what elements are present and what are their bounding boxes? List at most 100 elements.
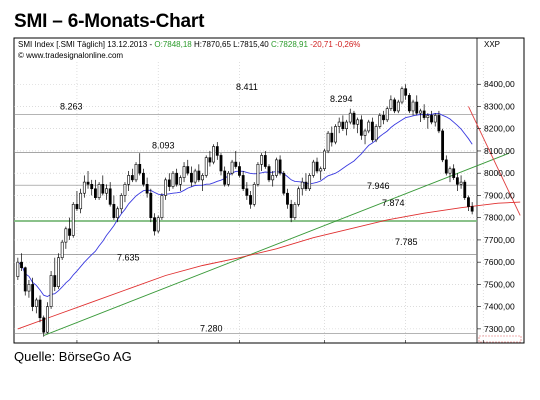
candle-body (459, 181, 463, 185)
candle-body (145, 184, 149, 194)
candle-body (341, 121, 345, 130)
candle-body (245, 188, 249, 196)
candle-body (119, 195, 123, 210)
candle-body (75, 204, 79, 210)
candles (16, 84, 474, 337)
candle-body (396, 101, 400, 112)
candle-body (444, 159, 448, 174)
annotations: 8.411 8.263 8.294 8.093 7.946 7.874 7.785 7.635… (60, 82, 418, 334)
candle-body (219, 155, 223, 172)
candle-body (422, 110, 426, 118)
candle-body (226, 172, 230, 185)
candle-body (71, 204, 75, 236)
candle-body (470, 206, 474, 212)
candle-body (208, 157, 212, 163)
candle-body (359, 119, 363, 136)
candle-body (260, 155, 264, 165)
candle-body (53, 275, 57, 287)
candle-body (79, 192, 83, 210)
candle-body (437, 115, 441, 132)
candle-body (385, 108, 389, 121)
candle-body (448, 168, 452, 174)
candle-body (352, 112, 356, 125)
candle-body (407, 95, 411, 112)
annotation-7635: 7.635 (117, 252, 140, 262)
candle-body (171, 172, 175, 187)
candle-body (42, 317, 46, 333)
candle-body (319, 168, 323, 172)
candle-body (178, 177, 182, 185)
candle-body (116, 208, 119, 218)
candle-body (190, 172, 193, 183)
candle-body (345, 121, 348, 130)
candle-body (23, 267, 27, 292)
candle-body (374, 126, 378, 141)
candle-body (127, 175, 131, 185)
candle-body (212, 146, 216, 163)
chart-frame (13, 37, 525, 344)
candle-body (282, 172, 286, 194)
candle-body (289, 204, 293, 218)
candle-body (238, 166, 241, 176)
header-index: SMI Index [.SMI Täglich] 13.12.2013 - O:… (18, 40, 360, 49)
candle-body (27, 284, 31, 292)
candle-body (441, 130, 445, 161)
ytick-label-8200: 8200,00 (484, 124, 515, 134)
candle-body (348, 112, 352, 123)
header-website: © www.tradesignalonline.com (18, 51, 123, 60)
trendline-0 (43, 152, 510, 336)
candle-body (90, 184, 94, 190)
candle-body (334, 126, 337, 143)
currency-label: XXP (484, 40, 500, 49)
candle-body (186, 166, 190, 174)
candle-body (308, 175, 312, 190)
candle-body (315, 161, 319, 172)
candle-body (274, 159, 278, 176)
annotation-8411: 8.411 (236, 82, 258, 92)
candle-body (108, 188, 112, 205)
ytick-label-7400: 7400,00 (484, 302, 515, 312)
candle-body (204, 157, 208, 176)
candle-body (182, 166, 186, 178)
candle-body (426, 115, 430, 118)
candle-body (430, 115, 433, 123)
annotation-7785: 7.785 (395, 237, 418, 247)
candle-body (286, 192, 289, 205)
candle-body (20, 261, 23, 269)
candle-body (175, 172, 179, 185)
candle-body (371, 121, 374, 141)
ytick-label-7800: 7800,00 (484, 213, 515, 223)
candle-body (49, 275, 53, 307)
candle-body (452, 168, 456, 178)
candle-body (300, 181, 304, 190)
candle-body (38, 299, 42, 319)
candle-body (160, 195, 164, 218)
candle-body (138, 164, 142, 174)
candle-body (82, 181, 86, 194)
candle-body (156, 217, 160, 232)
candle-body (463, 181, 467, 198)
candle-body (411, 101, 415, 112)
plot-area (13, 37, 478, 344)
candle-body (271, 175, 275, 181)
candle-body (393, 99, 396, 112)
candle-body (293, 204, 297, 218)
annotation-8093: 8.093 (152, 141, 175, 151)
candle-body (252, 184, 256, 205)
ytick-label-7500: 7500,00 (484, 279, 515, 289)
candle-body (149, 192, 153, 218)
candle-body (201, 175, 204, 181)
candle-body (105, 188, 108, 194)
candle-body (433, 115, 437, 123)
trendline-1 (468, 106, 521, 216)
ma-long-line (17, 201, 521, 330)
candle-body (112, 204, 116, 218)
candle-body (45, 306, 49, 333)
y-axis: 8400,00 8300,00 8200,00 8100,00 8000,00 7900,… (477, 79, 515, 334)
candle-body (130, 175, 134, 181)
candle-body (389, 99, 393, 110)
scroll-indicator (478, 335, 522, 343)
candle-body (94, 188, 97, 198)
candle-body (215, 146, 219, 156)
candle-body (311, 161, 315, 176)
